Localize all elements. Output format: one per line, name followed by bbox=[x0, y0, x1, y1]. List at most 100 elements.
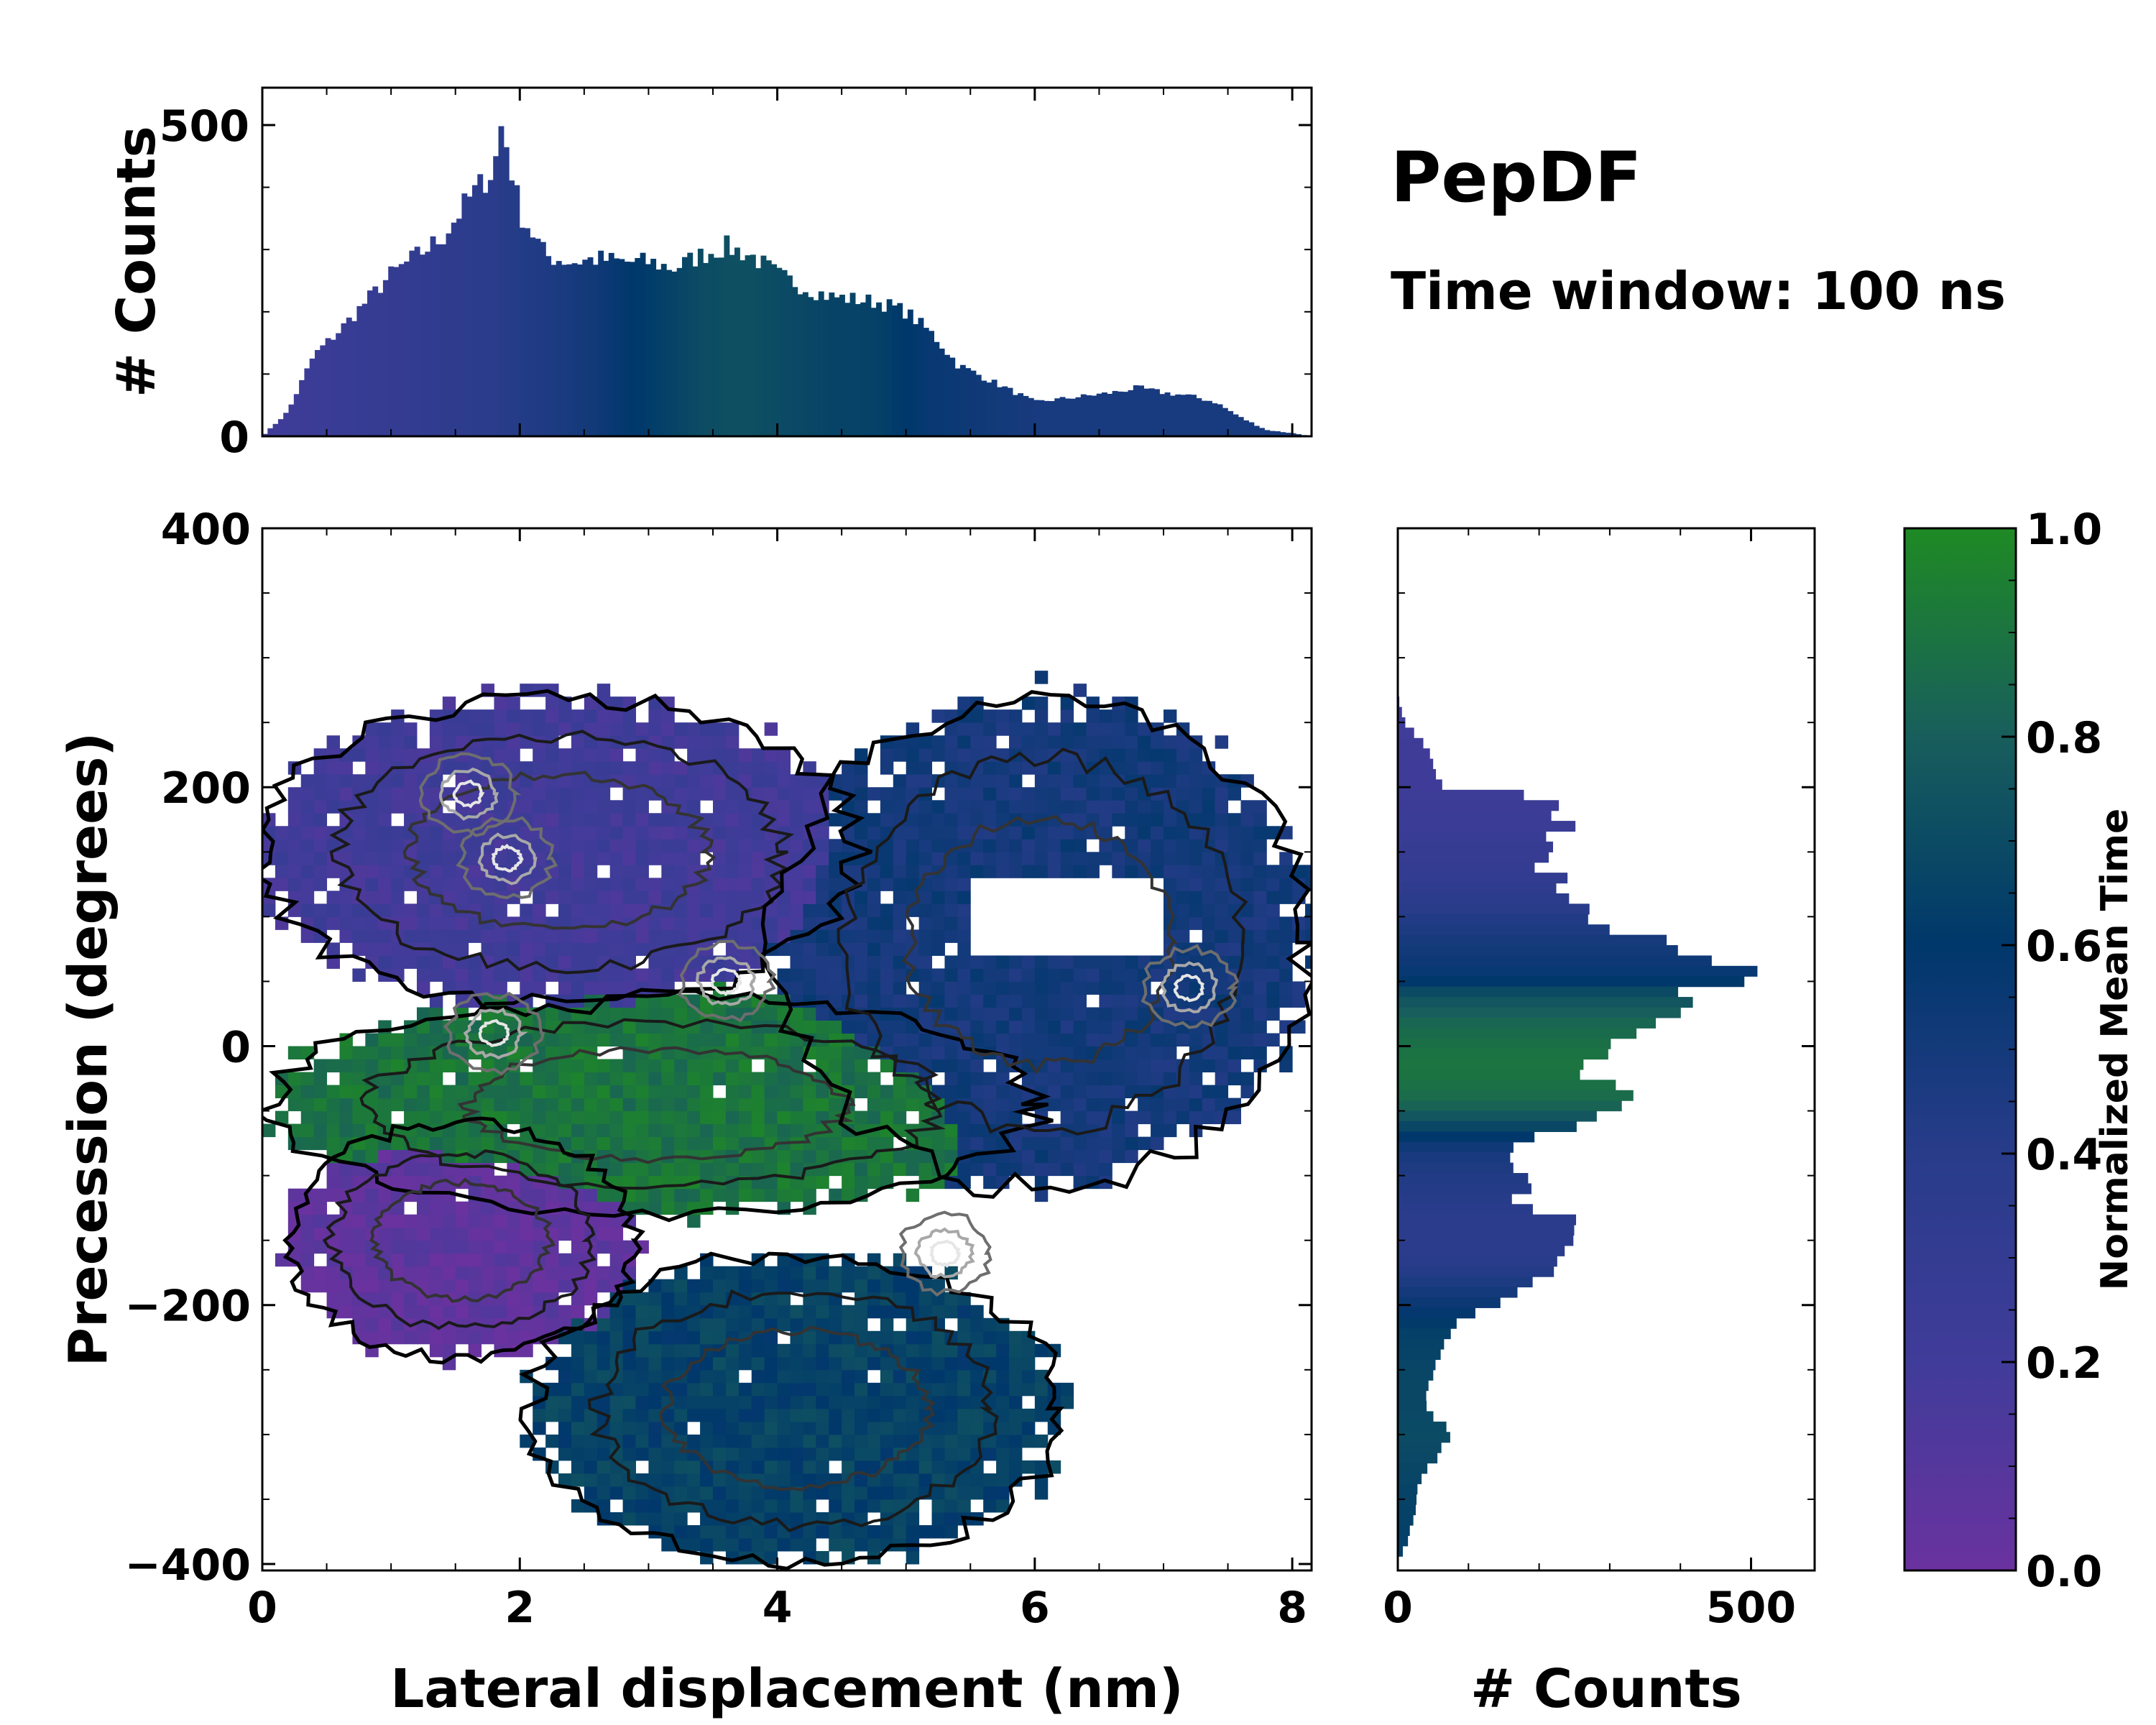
heatmap-cell bbox=[918, 1369, 933, 1384]
heatmap-cell bbox=[738, 878, 752, 891]
heatmap-cell bbox=[558, 852, 572, 865]
heatmap-cell bbox=[391, 1149, 405, 1164]
heatmap-cell bbox=[481, 826, 494, 840]
heatmap-cell bbox=[648, 891, 662, 904]
heatmap-cell bbox=[764, 1421, 778, 1435]
heatmap-cell bbox=[957, 903, 971, 917]
heatmap-cell bbox=[609, 1110, 624, 1125]
heatmap-cell bbox=[352, 942, 366, 956]
heatmap-cell bbox=[1034, 696, 1049, 710]
heatmap-cell bbox=[687, 1343, 701, 1358]
heatmap-cell bbox=[764, 1305, 778, 1319]
heatmap-cell bbox=[1176, 774, 1190, 788]
heatmap-cell bbox=[596, 1227, 611, 1241]
heatmap-cell bbox=[712, 800, 727, 814]
heatmap-cell bbox=[893, 1085, 907, 1099]
heatmap-cell bbox=[1060, 696, 1074, 710]
heatmap-cell bbox=[1176, 903, 1190, 917]
heatmap-cell bbox=[931, 916, 945, 930]
heatmap-cell bbox=[584, 955, 598, 969]
heatmap-cell bbox=[1073, 852, 1087, 865]
heatmap-cell bbox=[880, 1020, 894, 1034]
heatmap-cell bbox=[712, 865, 727, 878]
heatmap-cell bbox=[1125, 865, 1138, 878]
heatmap-cell bbox=[957, 1098, 971, 1112]
heatmap-cell bbox=[596, 722, 611, 736]
heatmap-cell bbox=[416, 839, 430, 852]
heatmap-cell bbox=[326, 735, 340, 749]
heatmap-cell bbox=[1034, 1136, 1049, 1151]
heatmap-cell bbox=[1073, 994, 1087, 1008]
heatmap-cell bbox=[1009, 735, 1023, 749]
heatmap-cell bbox=[494, 1279, 507, 1293]
heatmap-cell bbox=[1240, 994, 1254, 1008]
heatmap-cell bbox=[970, 709, 984, 723]
heatmap-cell bbox=[494, 1214, 507, 1228]
heatmap-cell bbox=[1021, 1033, 1036, 1046]
heatmap-cell bbox=[558, 787, 572, 801]
heatmap-cell bbox=[648, 1292, 662, 1306]
heatmap-cell bbox=[533, 748, 546, 762]
heatmap-cell bbox=[313, 903, 328, 917]
top-histogram-bar bbox=[414, 247, 420, 436]
heatmap-cell bbox=[1125, 722, 1138, 736]
heatmap-cell bbox=[764, 761, 778, 775]
heatmap-cell bbox=[391, 1059, 405, 1073]
heatmap-cell bbox=[842, 1317, 855, 1332]
heatmap-cell bbox=[854, 1408, 868, 1422]
heatmap-cell bbox=[313, 774, 328, 788]
heatmap-cell bbox=[803, 981, 816, 995]
heatmap-cell bbox=[803, 878, 816, 891]
heatmap-cell bbox=[1009, 1395, 1023, 1409]
heatmap-cell bbox=[777, 1033, 791, 1046]
heatmap-cell bbox=[880, 1382, 894, 1397]
heatmap-cell bbox=[313, 1240, 328, 1254]
top-histogram-bar bbox=[1123, 392, 1129, 436]
top-histogram-bar bbox=[834, 297, 840, 436]
right-histogram-bar bbox=[1398, 1390, 1427, 1402]
heatmap-cell bbox=[287, 878, 302, 891]
heatmap-cell bbox=[687, 774, 701, 788]
right-histogram-frame bbox=[1396, 527, 1816, 1572]
heatmap-cell bbox=[970, 1330, 984, 1345]
heatmap-cell bbox=[1151, 1046, 1164, 1060]
heatmap-cell bbox=[764, 1434, 778, 1448]
heatmap-cell bbox=[803, 787, 816, 801]
heatmap-cell bbox=[1151, 1059, 1164, 1073]
heatmap-cell bbox=[931, 981, 945, 995]
heatmap-cell bbox=[326, 1188, 340, 1202]
heatmap-cell bbox=[1189, 942, 1203, 956]
heatmap-cell bbox=[352, 968, 366, 982]
heatmap-cell bbox=[275, 1110, 289, 1125]
heatmap-cell bbox=[1125, 787, 1138, 801]
heatmap-cell bbox=[790, 787, 803, 801]
heatmap-cell bbox=[983, 1033, 997, 1046]
heatmap-cell bbox=[429, 1279, 443, 1293]
heatmap-cell bbox=[416, 1279, 430, 1293]
heatmap-cell bbox=[300, 1253, 315, 1267]
heatmap-cell bbox=[287, 1227, 302, 1241]
heatmap-cell bbox=[842, 1369, 855, 1384]
heatmap-cell bbox=[558, 1421, 572, 1435]
heatmap-cell bbox=[404, 735, 418, 749]
heatmap-cell bbox=[700, 735, 714, 749]
heatmap-cell bbox=[455, 1123, 469, 1138]
heatmap-cell bbox=[1073, 1136, 1087, 1151]
heatmap-cell bbox=[725, 1524, 740, 1539]
heatmap-cell bbox=[584, 1123, 598, 1138]
heatmap-cell bbox=[854, 1382, 868, 1397]
heatmap-cell bbox=[829, 1434, 842, 1448]
top-histogram-bar bbox=[818, 291, 824, 436]
heatmap-cell bbox=[816, 1460, 829, 1474]
heatmap-cell bbox=[957, 891, 971, 904]
heatmap-cell bbox=[829, 994, 842, 1008]
heatmap-cell bbox=[842, 1020, 855, 1034]
right-histogram-bar bbox=[1398, 1121, 1577, 1132]
heatmap-cell bbox=[326, 1085, 340, 1099]
heatmap-cell bbox=[648, 839, 662, 852]
top-histogram-bar bbox=[1091, 395, 1097, 436]
heatmap-cell bbox=[1163, 981, 1177, 995]
heatmap-cell bbox=[1009, 839, 1023, 852]
heatmap-cell bbox=[918, 1305, 933, 1319]
heatmap-cell bbox=[906, 1033, 920, 1046]
